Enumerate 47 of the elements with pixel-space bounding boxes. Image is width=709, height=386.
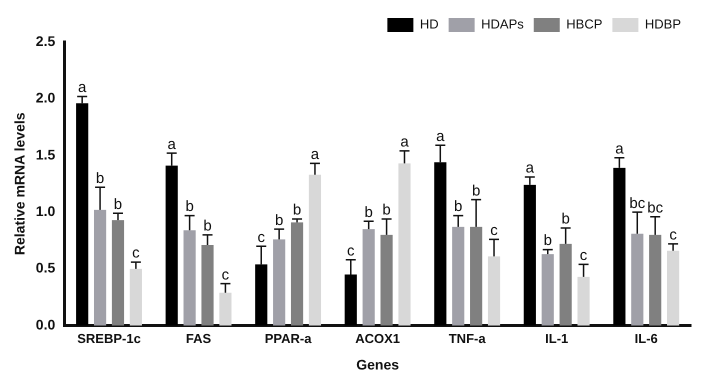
- data-label: a: [615, 140, 624, 158]
- data-label: b: [114, 196, 122, 213]
- y-tick-label: 1.0: [36, 203, 56, 220]
- data-label: bc: [647, 199, 664, 216]
- legend-label: HDAPs: [481, 16, 524, 32]
- data-label: c: [669, 226, 678, 244]
- legend-label: HDBP: [644, 16, 682, 32]
- y-axis-title: Relative mRNA levels: [11, 112, 28, 256]
- data-label: b: [382, 202, 391, 219]
- data-label: b: [274, 212, 284, 229]
- y-tick-label: 0.5: [36, 260, 56, 276]
- data-label: a: [400, 134, 410, 151]
- y-tick-label: 2.0: [36, 90, 56, 106]
- data-label: c: [257, 228, 266, 246]
- x-tick-label: TNF-a: [448, 330, 486, 346]
- data-label: a: [168, 136, 177, 153]
- data-label: c: [490, 222, 498, 240]
- data-label: b: [203, 217, 212, 234]
- legend-label: HD: [420, 16, 439, 32]
- data-label: b: [472, 182, 480, 200]
- data-label: b: [454, 198, 462, 216]
- y-tick-label: 0.0: [36, 316, 56, 332]
- data-label: c: [132, 244, 140, 262]
- data-label: bc: [629, 194, 646, 212]
- data-label: c: [222, 266, 230, 284]
- data-label: a: [526, 160, 535, 177]
- data-label: b: [364, 204, 373, 221]
- data-label: b: [96, 170, 104, 187]
- x-tick-label: FAS: [186, 330, 212, 346]
- x-tick-label: SREBP-1c: [77, 330, 141, 346]
- data-label: b: [292, 202, 302, 219]
- y-tick-label: 2.5: [36, 32, 56, 49]
- data-label: a: [310, 146, 320, 164]
- data-label: c: [580, 246, 588, 264]
- data-label: a: [78, 79, 87, 96]
- x-tick-label: ACOX1: [355, 330, 400, 346]
- y-tick-label: 1.5: [36, 146, 56, 162]
- x-tick-label: PPAR-a: [264, 330, 312, 346]
- data-label: b: [185, 198, 194, 216]
- x-axis-title: Genes: [356, 356, 400, 372]
- data-label: c: [347, 242, 356, 260]
- data-label: a: [436, 128, 446, 145]
- x-tick-label: IL-1: [545, 330, 568, 346]
- data-label: b: [544, 232, 552, 250]
- data-label: b: [561, 210, 570, 228]
- legend-label: HBCP: [566, 16, 602, 32]
- x-tick-label: IL-6: [634, 330, 658, 346]
